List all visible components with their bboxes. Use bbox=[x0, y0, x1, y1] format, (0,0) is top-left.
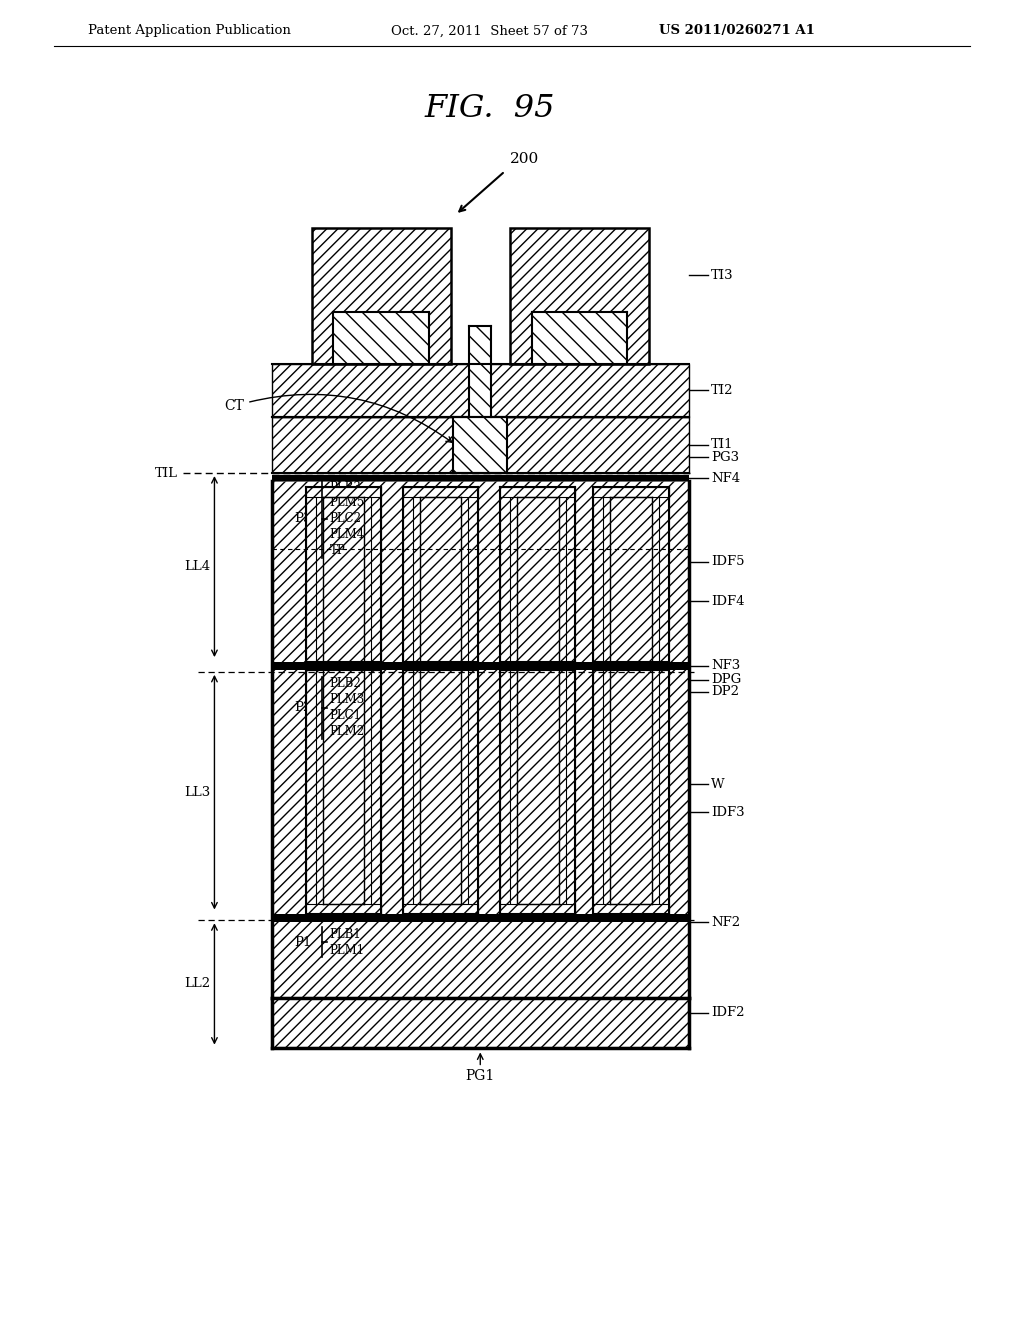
Text: IDF4: IDF4 bbox=[712, 595, 744, 609]
Text: DP2: DP2 bbox=[712, 685, 739, 698]
Text: TI1: TI1 bbox=[712, 438, 734, 451]
Bar bbox=[272, 417, 688, 473]
Text: TI2: TI2 bbox=[712, 384, 734, 397]
Bar bbox=[371, 487, 381, 663]
Bar bbox=[500, 487, 510, 663]
Bar bbox=[306, 487, 381, 498]
Text: P2: P2 bbox=[294, 701, 311, 714]
Text: Oct. 27, 2011  Sheet 57 of 73: Oct. 27, 2011 Sheet 57 of 73 bbox=[391, 25, 588, 37]
Text: IDF3: IDF3 bbox=[712, 805, 745, 818]
Bar bbox=[272, 998, 688, 1048]
Bar bbox=[272, 475, 688, 480]
Bar bbox=[565, 671, 575, 915]
Text: P3: P3 bbox=[294, 512, 311, 525]
Bar bbox=[593, 671, 603, 915]
Bar bbox=[531, 313, 627, 364]
Bar bbox=[272, 663, 688, 671]
Bar bbox=[272, 364, 688, 417]
Text: TIL: TIL bbox=[155, 467, 178, 479]
Text: PLC1: PLC1 bbox=[330, 709, 361, 722]
Bar bbox=[658, 487, 669, 663]
Bar bbox=[468, 671, 478, 915]
Text: NF2: NF2 bbox=[712, 916, 740, 929]
Text: NF3: NF3 bbox=[712, 660, 740, 672]
Text: 200: 200 bbox=[510, 152, 540, 166]
Bar bbox=[334, 313, 429, 364]
Text: LL2: LL2 bbox=[184, 977, 211, 990]
Bar bbox=[565, 487, 575, 663]
Bar bbox=[334, 313, 429, 364]
Text: W: W bbox=[712, 777, 725, 791]
Bar bbox=[371, 671, 381, 915]
Text: P1: P1 bbox=[294, 936, 311, 949]
Bar bbox=[500, 487, 575, 498]
Bar bbox=[500, 904, 575, 915]
Text: PLB2: PLB2 bbox=[330, 677, 361, 690]
Text: PLM5: PLM5 bbox=[330, 496, 365, 510]
Bar bbox=[402, 487, 413, 663]
Bar bbox=[402, 487, 478, 498]
Text: LL3: LL3 bbox=[184, 785, 211, 799]
Text: US 2011/0260271 A1: US 2011/0260271 A1 bbox=[658, 25, 815, 37]
Text: PLB3: PLB3 bbox=[330, 480, 361, 494]
Text: LL4: LL4 bbox=[184, 560, 211, 573]
Bar bbox=[510, 228, 649, 364]
Bar bbox=[306, 487, 315, 663]
Text: PLM4: PLM4 bbox=[330, 528, 365, 541]
Text: PG1: PG1 bbox=[466, 1069, 495, 1084]
Text: PLC2: PLC2 bbox=[330, 512, 361, 525]
Text: TP: TP bbox=[330, 544, 345, 557]
Bar bbox=[593, 487, 603, 663]
Bar bbox=[311, 228, 451, 364]
Bar bbox=[272, 915, 688, 923]
Text: PLB1: PLB1 bbox=[330, 928, 361, 941]
Text: FIG.  95: FIG. 95 bbox=[425, 92, 555, 124]
Bar bbox=[272, 480, 688, 998]
Bar bbox=[468, 487, 478, 663]
Text: TI3: TI3 bbox=[712, 269, 734, 282]
Bar bbox=[306, 671, 315, 915]
Bar bbox=[402, 671, 413, 915]
Text: Patent Application Publication: Patent Application Publication bbox=[88, 25, 292, 37]
Bar bbox=[500, 671, 510, 915]
Text: PG3: PG3 bbox=[712, 451, 739, 463]
Bar bbox=[402, 904, 478, 915]
Bar bbox=[658, 671, 669, 915]
Bar bbox=[454, 417, 507, 473]
Text: PLM1: PLM1 bbox=[330, 944, 365, 957]
Text: DPG: DPG bbox=[712, 673, 741, 686]
Text: IDF2: IDF2 bbox=[712, 1006, 744, 1019]
Bar bbox=[531, 313, 627, 364]
Bar bbox=[306, 904, 381, 915]
Text: CT: CT bbox=[224, 395, 452, 442]
Text: PLM3: PLM3 bbox=[330, 693, 365, 706]
Bar bbox=[593, 487, 669, 498]
Text: IDF5: IDF5 bbox=[712, 556, 744, 568]
Bar bbox=[469, 326, 492, 417]
Text: PLM2: PLM2 bbox=[330, 725, 365, 738]
Text: NF4: NF4 bbox=[712, 471, 740, 484]
Bar bbox=[593, 904, 669, 915]
